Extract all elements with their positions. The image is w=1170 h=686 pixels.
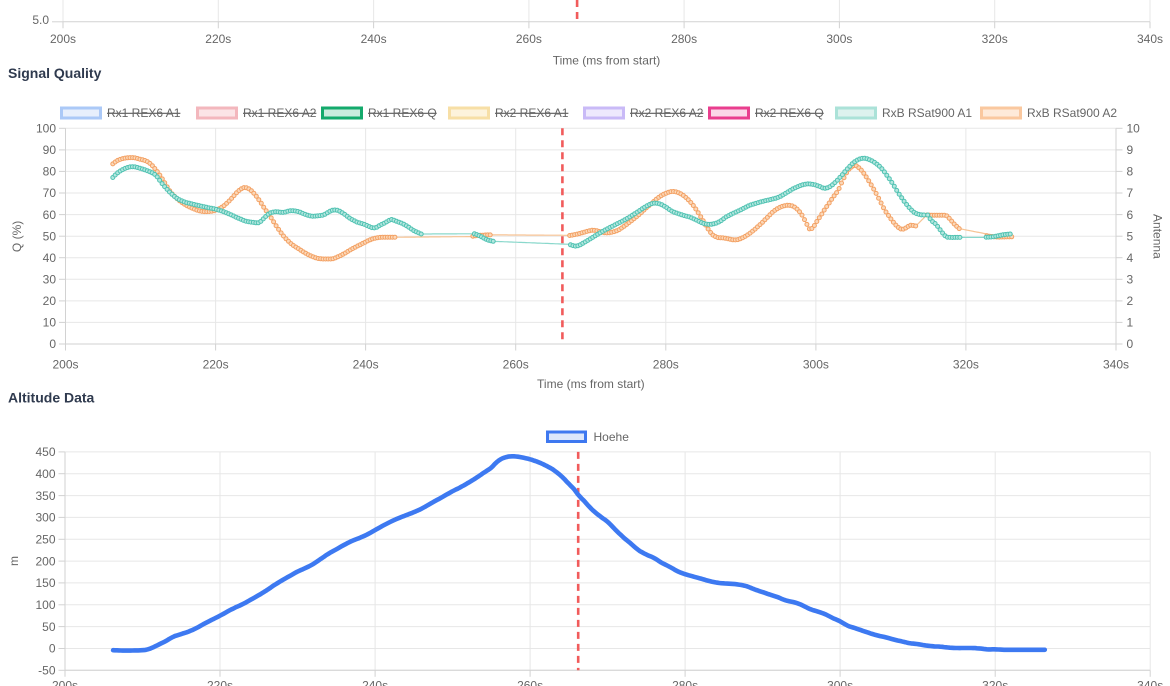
svg-text:280s: 280s — [671, 32, 697, 46]
svg-text:240s: 240s — [353, 358, 379, 372]
svg-text:8: 8 — [1127, 165, 1134, 179]
svg-text:Hoehe: Hoehe — [594, 430, 630, 444]
svg-text:200: 200 — [35, 554, 55, 568]
svg-text:300s: 300s — [826, 32, 852, 46]
svg-text:RxB RSat900 A2: RxB RSat900 A2 — [1027, 106, 1117, 120]
svg-text:0: 0 — [49, 337, 56, 351]
svg-text:Altitude Data: Altitude Data — [8, 390, 95, 406]
svg-text:6: 6 — [1127, 208, 1134, 222]
svg-text:7: 7 — [1127, 186, 1134, 200]
svg-text:280s: 280s — [672, 679, 698, 686]
svg-text:260s: 260s — [503, 358, 529, 372]
svg-text:260s: 260s — [517, 679, 543, 686]
svg-text:240s: 240s — [361, 32, 387, 46]
svg-text:Rx1 REX6 Q: Rx1 REX6 Q — [368, 106, 437, 120]
svg-text:Q (%): Q (%) — [10, 221, 24, 252]
svg-text:40: 40 — [43, 251, 57, 265]
svg-text:200s: 200s — [50, 32, 76, 46]
svg-text:450: 450 — [35, 445, 55, 459]
svg-text:240s: 240s — [362, 679, 388, 686]
svg-text:200s: 200s — [52, 679, 78, 686]
svg-text:30: 30 — [43, 273, 57, 287]
svg-text:Time (ms from start): Time (ms from start) — [537, 377, 645, 391]
svg-text:340s: 340s — [1137, 32, 1163, 46]
svg-text:80: 80 — [43, 165, 57, 179]
svg-text:60: 60 — [43, 208, 57, 222]
svg-text:0: 0 — [49, 642, 56, 656]
svg-text:Rx2 REX6 A2: Rx2 REX6 A2 — [630, 106, 704, 120]
svg-text:5.0: 5.0 — [32, 13, 49, 27]
svg-text:10: 10 — [1127, 122, 1141, 136]
svg-text:300: 300 — [35, 511, 55, 525]
svg-text:300s: 300s — [827, 679, 853, 686]
svg-text:Signal Quality: Signal Quality — [8, 65, 102, 81]
svg-text:320s: 320s — [953, 358, 979, 372]
svg-text:300s: 300s — [803, 358, 829, 372]
svg-text:Rx1 REX6 A2: Rx1 REX6 A2 — [243, 106, 317, 120]
svg-text:150: 150 — [35, 576, 55, 590]
svg-text:90: 90 — [43, 143, 57, 157]
svg-text:m: m — [7, 556, 21, 566]
svg-text:200s: 200s — [52, 358, 78, 372]
svg-text:1: 1 — [1127, 316, 1134, 330]
svg-text:100: 100 — [35, 598, 55, 612]
svg-text:-50: -50 — [38, 664, 56, 678]
svg-text:20: 20 — [43, 294, 57, 308]
svg-text:320s: 320s — [982, 32, 1008, 46]
svg-text:100: 100 — [36, 122, 56, 136]
svg-text:70: 70 — [43, 186, 57, 200]
svg-text:50: 50 — [43, 229, 57, 243]
svg-text:280s: 280s — [653, 358, 679, 372]
svg-text:340s: 340s — [1103, 358, 1129, 372]
svg-text:5: 5 — [1127, 229, 1134, 243]
svg-text:220s: 220s — [207, 679, 233, 686]
svg-text:4: 4 — [1127, 251, 1134, 265]
svg-text:3: 3 — [1127, 273, 1134, 287]
svg-text:250: 250 — [35, 533, 55, 547]
svg-text:400: 400 — [35, 467, 55, 481]
svg-text:220s: 220s — [205, 32, 231, 46]
svg-text:Antenna: Antenna — [1151, 214, 1165, 259]
svg-text:Rx2 REX6 A1: Rx2 REX6 A1 — [495, 106, 569, 120]
svg-text:Rx2 REX6 Q: Rx2 REX6 Q — [755, 106, 824, 120]
svg-text:2: 2 — [1127, 294, 1134, 308]
svg-text:Rx1 REX6 A1: Rx1 REX6 A1 — [107, 106, 181, 120]
svg-text:9: 9 — [1127, 143, 1134, 157]
svg-text:10: 10 — [43, 316, 57, 330]
svg-text:0: 0 — [1127, 337, 1134, 351]
svg-text:350: 350 — [35, 489, 55, 503]
svg-text:320s: 320s — [982, 679, 1008, 686]
svg-text:220s: 220s — [203, 358, 229, 372]
svg-text:RxB RSat900 A1: RxB RSat900 A1 — [882, 106, 972, 120]
svg-text:340s: 340s — [1137, 679, 1163, 686]
svg-text:50: 50 — [42, 620, 56, 634]
svg-text:Time (ms from start): Time (ms from start) — [553, 54, 661, 68]
svg-text:260s: 260s — [516, 32, 542, 46]
